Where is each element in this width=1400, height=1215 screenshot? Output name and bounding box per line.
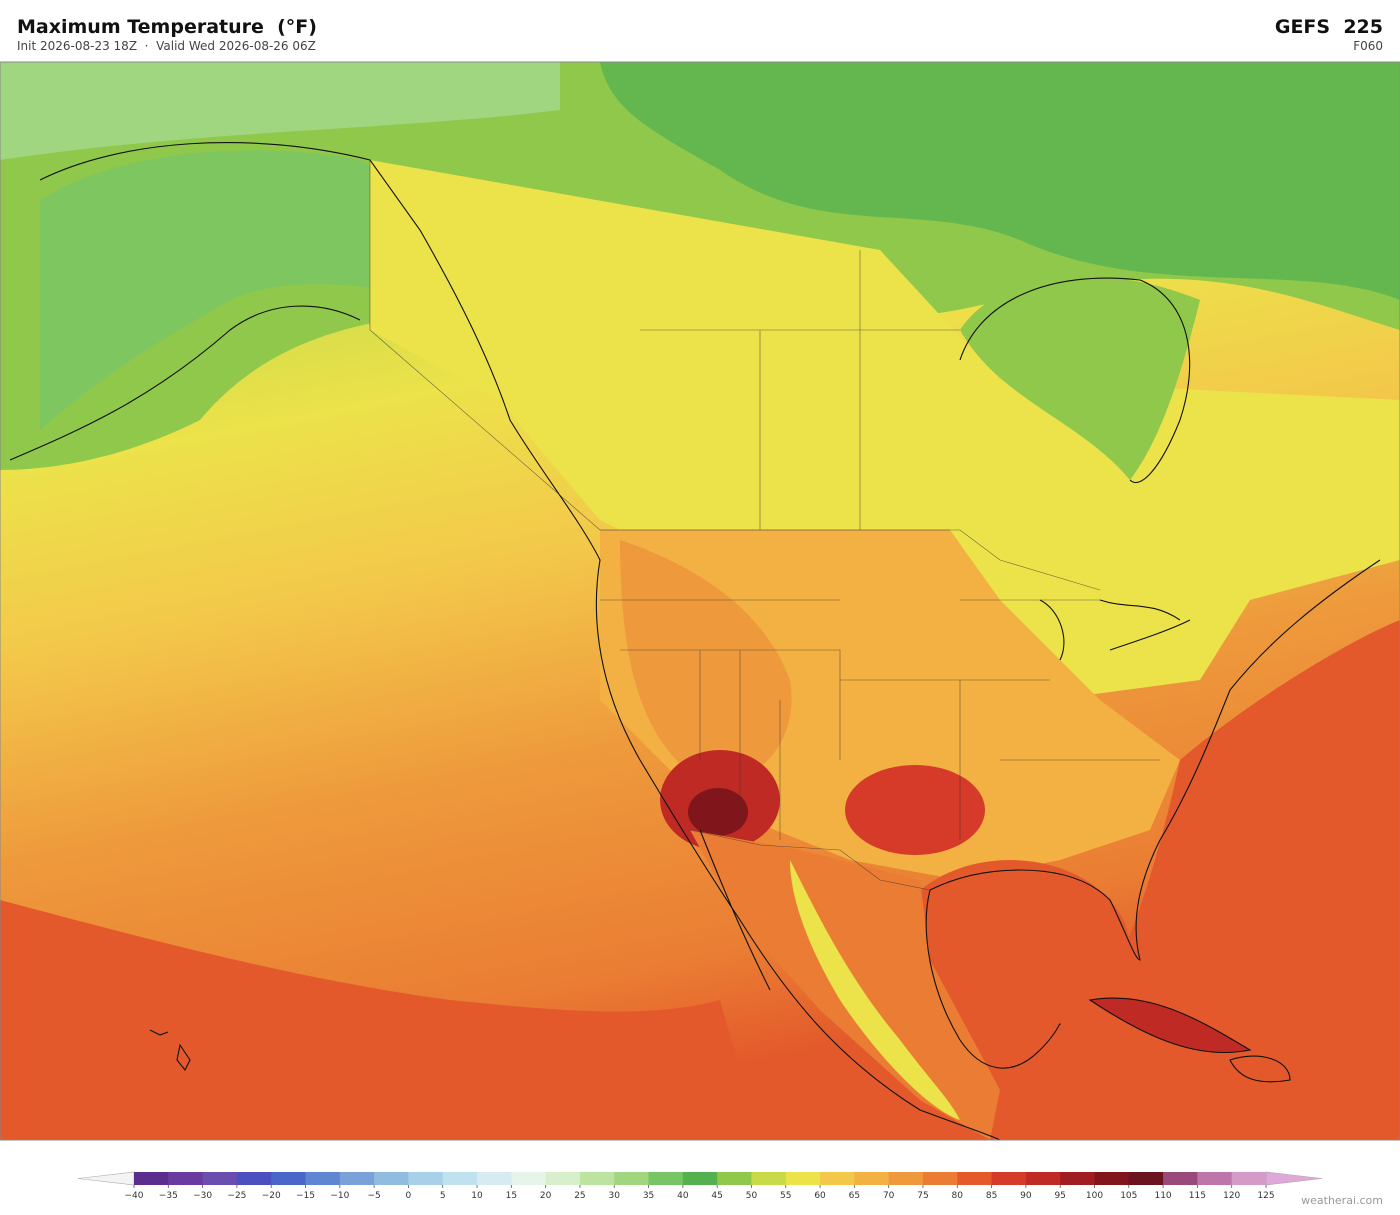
canada-field <box>370 160 1400 700</box>
colorbar-segment <box>271 1172 307 1185</box>
colorbar-tick-label: 50 <box>746 1191 758 1201</box>
colorbar: −40 −35 −30 −25 −20 −15 −10 −5 0 5 10 15 20 25 30 35 40 4… <box>77 1171 1323 1201</box>
colorbar-tick-label: 15 <box>506 1191 517 1201</box>
colorbar-tick-label: 75 <box>917 1191 928 1201</box>
arctic-islands <box>600 62 1400 300</box>
colorbar-segment <box>682 1172 718 1185</box>
colorbar-segment <box>957 1172 993 1185</box>
colorbar-segment <box>1197 1172 1233 1185</box>
warm-ocean <box>0 900 760 1140</box>
colorbar-tick-label: 45 <box>711 1191 722 1201</box>
colorbar-tick-label: 35 <box>643 1191 654 1201</box>
southwest-core <box>688 788 748 836</box>
colorbar-extend-high <box>1265 1171 1323 1186</box>
colorbar-tick-label: −20 <box>262 1191 281 1201</box>
colorbar-tick-label: 25 <box>574 1191 585 1201</box>
colorbar-tick-label: 125 <box>1257 1191 1274 1201</box>
colorbar-tick-label: 115 <box>1189 1191 1206 1201</box>
colorbar-tick-label: 5 <box>440 1191 446 1201</box>
colorbar-tick-label: 55 <box>780 1191 791 1201</box>
colorbar-segment <box>408 1172 444 1185</box>
colorbar-segment <box>648 1172 684 1185</box>
colorbar-tick-label: 30 <box>609 1191 621 1201</box>
atlantic-field <box>1000 620 1400 1140</box>
colorbar-tick-label: 60 <box>814 1191 826 1201</box>
colorbar-segment <box>1094 1172 1130 1185</box>
colorbar-segment <box>168 1172 204 1185</box>
colorbar-segment <box>202 1172 238 1185</box>
colorbar-segment <box>922 1172 958 1185</box>
colorbar-tick-label: 10 <box>471 1191 483 1201</box>
colorbar-tick-label: −25 <box>227 1191 246 1201</box>
colorbar-segment <box>236 1172 272 1185</box>
credit: weatherai.com <box>1301 1194 1383 1207</box>
plains-hot <box>845 765 985 855</box>
colorbar-tick-label: 65 <box>849 1191 860 1201</box>
colorbar-segment <box>751 1172 787 1185</box>
colorbar-segment <box>545 1172 581 1185</box>
colorbar-tick-label: −30 <box>193 1191 212 1201</box>
borders <box>369 160 1160 891</box>
colorbar-segment <box>305 1172 341 1185</box>
colorbar-tick-label: 120 <box>1223 1191 1240 1201</box>
colorbar-tick-label: 80 <box>952 1191 964 1201</box>
colorbar-segment <box>374 1172 409 1185</box>
colorbar-segment <box>1163 1172 1198 1185</box>
temperature-field <box>0 62 1400 1140</box>
cuba <box>1090 998 1250 1053</box>
colorbar-tick-label: −35 <box>159 1191 178 1201</box>
colorbar-segment <box>134 1172 169 1185</box>
colorbar-extend-low <box>77 1171 135 1186</box>
colorbar-segment <box>579 1172 615 1185</box>
colorbar-segment <box>614 1172 650 1185</box>
colorbar-tick-label: 20 <box>540 1191 552 1201</box>
colorbar-segment <box>1128 1172 1164 1185</box>
colorbar-segment <box>1060 1172 1095 1185</box>
colorbar-tick-label: 105 <box>1120 1191 1137 1201</box>
colorbar-segment <box>717 1172 752 1185</box>
colorbar-segment <box>477 1172 512 1185</box>
alaska <box>40 150 470 431</box>
arctic-ocean <box>0 62 560 160</box>
colorbar-tick-label: −40 <box>125 1191 144 1201</box>
colorbar-segment <box>511 1172 547 1185</box>
colorbar-tick-label: 70 <box>883 1191 895 1201</box>
map-title: Maximum Temperature (°F) <box>17 16 317 38</box>
model-label: GEFS 225 <box>1274 16 1383 38</box>
colorbar-tick-label: 40 <box>677 1191 689 1201</box>
colorbar-tick-label: 90 <box>1020 1191 1032 1201</box>
colorbar-segment <box>339 1172 375 1185</box>
gulf-field <box>890 860 1130 1040</box>
colorbar-tick-label: 110 <box>1154 1191 1171 1201</box>
colorbar-tick-label: 95 <box>1054 1191 1065 1201</box>
colorbar-segment <box>820 1172 855 1185</box>
hudson-bay <box>960 276 1200 480</box>
colorbar-segment <box>442 1172 478 1185</box>
colorbar-tick-label: 85 <box>986 1191 997 1201</box>
west-field <box>620 540 792 782</box>
colorbar-segment <box>888 1172 924 1185</box>
colorbar-segment <box>991 1172 1027 1185</box>
forecast-hour: F060 <box>1353 39 1383 53</box>
colorbar-tick-label: −15 <box>296 1191 315 1201</box>
colorbar-tick-label: 100 <box>1086 1191 1103 1201</box>
map-frame <box>0 61 1400 1141</box>
coastlines <box>9 142 1381 1140</box>
colorbar-segment <box>785 1172 821 1185</box>
map-subtitle: Init 2026-08-23 18Z · Valid Wed 2026-08-… <box>17 39 316 53</box>
colorbar-tick-label: 0 <box>406 1191 412 1201</box>
colorbar-tick-label: −5 <box>367 1191 380 1201</box>
colorbar-tick-label: −10 <box>330 1191 349 1201</box>
colorbar-segment <box>854 1172 890 1185</box>
colorbar-segment <box>1025 1172 1061 1185</box>
colorbar-segment <box>1231 1172 1267 1185</box>
